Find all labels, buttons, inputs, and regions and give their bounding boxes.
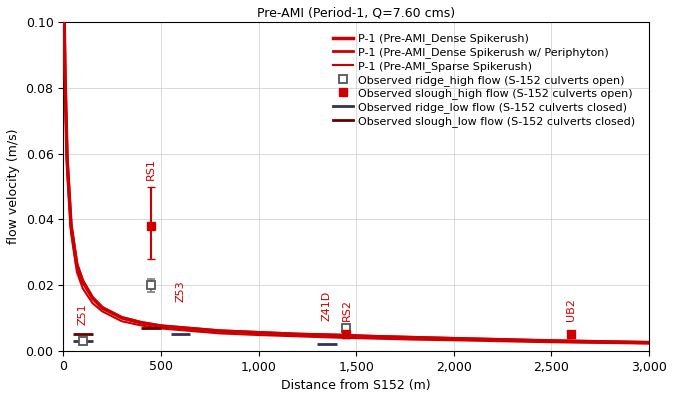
Text: Z53: Z53 <box>175 280 185 302</box>
X-axis label: Distance from S152 (m): Distance from S152 (m) <box>281 379 431 392</box>
Title: Pre-AMI (Period-1, Q=7.60 cms): Pre-AMI (Period-1, Q=7.60 cms) <box>257 7 455 20</box>
Y-axis label: flow velocity (m/s): flow velocity (m/s) <box>7 129 20 245</box>
Legend: P-1 (Pre-AMI_Dense Spikerush), P-1 (Pre-AMI_Dense Spikerush w/ Periphyton), P-1 : P-1 (Pre-AMI_Dense Spikerush), P-1 (Pre-… <box>330 32 638 129</box>
Text: UB2: UB2 <box>566 298 576 321</box>
Text: RS2: RS2 <box>342 299 351 321</box>
Text: Z51: Z51 <box>78 303 88 324</box>
Text: Z41D: Z41D <box>322 291 332 321</box>
Text: RS1: RS1 <box>146 158 156 180</box>
